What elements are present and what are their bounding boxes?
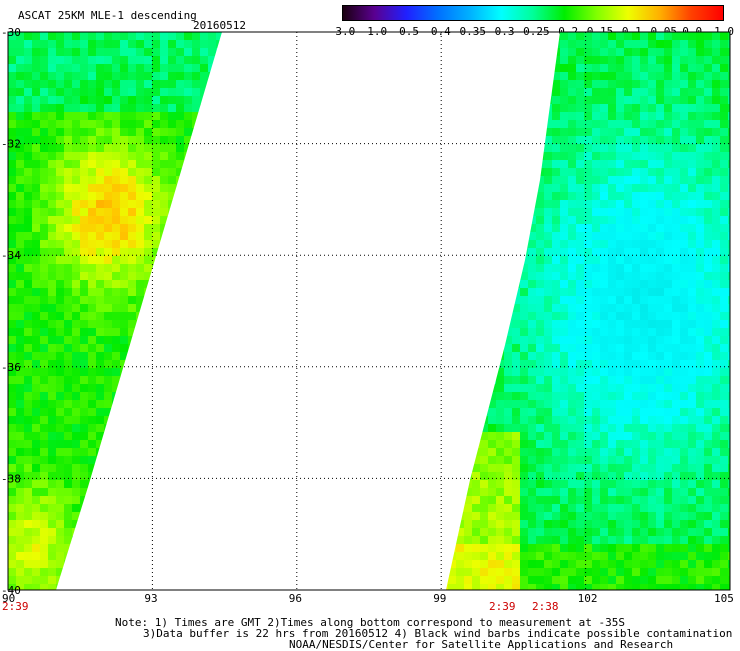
lat-label: -30 — [1, 26, 21, 39]
lon-label: 93 — [144, 592, 157, 605]
note-line-2: 3)Data buffer is 22 hrs from 20160512 4)… — [143, 627, 733, 640]
swath-right — [446, 32, 730, 590]
swath-left — [8, 32, 222, 590]
lon-label: 90 — [2, 592, 15, 605]
lat-label: -34 — [1, 249, 21, 262]
lat-label: -38 — [1, 472, 21, 485]
note-line-3: NOAA/NESDIS/Center for Satellite Applica… — [289, 638, 674, 651]
map-title: ASCAT 25KM MLE-1 descending — [18, 9, 197, 22]
map-grid — [8, 32, 730, 590]
map-date: 20160512 — [193, 19, 246, 32]
lat-label: -36 — [1, 361, 21, 374]
swath-time-left: 2:39 — [2, 600, 29, 613]
lon-label: 102 — [578, 592, 598, 605]
note-line-1: Note: 1) Times are GMT 2)Times along bot… — [115, 616, 625, 629]
swath-time-right-b: 2:38 — [532, 600, 559, 613]
swath-time-right-a: 2:39 — [489, 600, 516, 613]
lat-label: -32 — [1, 138, 21, 151]
lat-label: -40 — [1, 584, 21, 597]
lon-label: 99 — [433, 592, 446, 605]
color-scale-bar — [342, 5, 724, 21]
map-frame — [7, 31, 731, 591]
lon-label: 105 — [714, 592, 734, 605]
lon-label: 96 — [289, 592, 302, 605]
